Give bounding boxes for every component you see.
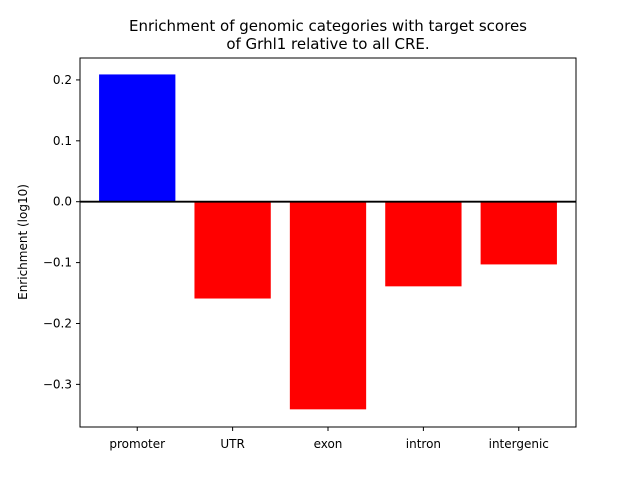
chart-title-line-2: of Grhl1 relative to all CRE.: [226, 35, 429, 53]
bar-UTR: [194, 201, 271, 299]
y-axis-label: Enrichment (log10): [16, 184, 30, 300]
chart-title-line-1: Enrichment of genomic categories with ta…: [129, 17, 527, 35]
x-tick-label-promoter: promoter: [109, 437, 165, 451]
x-tick-label-exon: exon: [314, 437, 343, 451]
bar-intergenic: [480, 201, 557, 265]
bar-exon: [289, 201, 367, 410]
y-tick-label: −0.2: [43, 316, 72, 330]
y-tick-label: 0.2: [53, 73, 72, 87]
x-tick-label-UTR: UTR: [220, 437, 244, 451]
y-tick-label: 0.1: [53, 134, 72, 148]
bars-group: [99, 74, 557, 410]
y-axis-ticks: 0.2 0.1 0.0 −0.1 −0.2 −0.3: [43, 73, 80, 391]
y-tick-label: 0.0: [53, 195, 72, 209]
bar-promoter: [99, 74, 176, 202]
x-tick-label-intron: intron: [406, 437, 441, 451]
x-axis-ticks: promoter UTR exon intron intergenic: [109, 427, 549, 451]
bar-intron: [385, 201, 462, 287]
x-tick-label-intergenic: intergenic: [489, 437, 549, 451]
y-tick-label: −0.3: [43, 377, 72, 391]
y-tick-label: −0.1: [43, 256, 72, 270]
